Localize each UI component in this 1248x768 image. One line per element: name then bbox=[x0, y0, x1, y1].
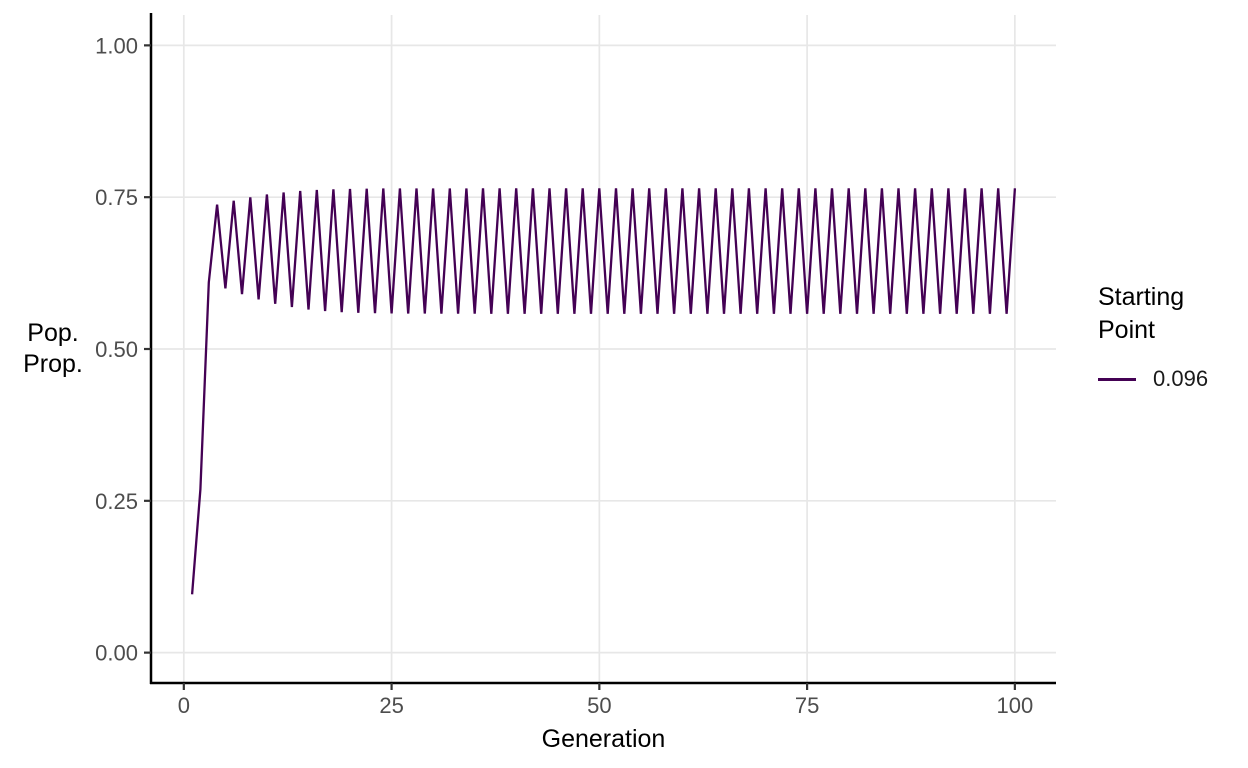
y-axis-title-line1: Pop. bbox=[27, 319, 79, 347]
x-tick-label: 25 bbox=[379, 693, 403, 718]
x-tick-label: 50 bbox=[587, 693, 611, 718]
legend-title-line1: Starting bbox=[1098, 283, 1185, 311]
y-tick-label: 1.00 bbox=[95, 33, 138, 58]
y-tick-label: 0.50 bbox=[95, 337, 138, 362]
legend-key-line bbox=[1098, 377, 1136, 381]
y-axis-title-line2: Prop. bbox=[23, 350, 83, 378]
x-tick-label: 0 bbox=[178, 693, 190, 718]
x-tick-label: 100 bbox=[997, 693, 1034, 718]
legend-item-label: 0.096 bbox=[1153, 366, 1209, 391]
x-axis-title: Generation bbox=[541, 725, 666, 753]
legend-title-line2: Point bbox=[1098, 316, 1155, 344]
x-tick-label: 75 bbox=[795, 693, 819, 718]
y-tick-label: 0.00 bbox=[95, 641, 138, 666]
legend-item: 0.096 bbox=[1098, 366, 1208, 392]
y-tick-label: 0.25 bbox=[95, 489, 138, 514]
legend-title: Starting Point bbox=[1098, 281, 1208, 347]
y-axis-title: Pop. Prop. bbox=[12, 318, 94, 380]
legend: Starting Point 0.096 bbox=[1098, 281, 1208, 392]
series-line bbox=[190, 188, 1017, 595]
y-tick-label: 0.75 bbox=[95, 185, 138, 210]
